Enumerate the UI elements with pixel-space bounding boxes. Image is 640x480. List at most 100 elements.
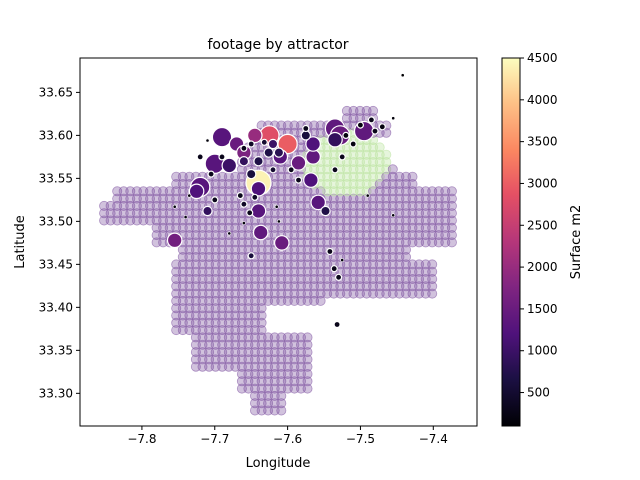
scatter-point: [273, 147, 285, 158]
background-marker: [302, 383, 313, 394]
background-marker: [446, 230, 457, 241]
scatter-point: [294, 176, 303, 184]
scatter-point: [252, 224, 269, 241]
scatter-point: [250, 180, 267, 197]
background-marker: [368, 105, 379, 116]
x-tick-label: −7.6: [273, 432, 302, 446]
background-marker: [446, 237, 457, 248]
y-axis-ticks: 33.30 33.35 33.40 33.45 33.50 33.55 33.60 33.65: [39, 85, 80, 400]
background-marker: [256, 303, 267, 314]
scatter-point: [247, 127, 263, 144]
scatter-point: [240, 200, 248, 208]
y-tick-label: 33.60: [39, 128, 73, 142]
scatter-point: [196, 153, 204, 161]
colorbar-label: Surface m2: [569, 205, 584, 280]
scatter-point: [183, 215, 188, 220]
scatter-point: [207, 170, 215, 178]
x-tick-label: −7.8: [127, 432, 156, 446]
background-marker: [381, 149, 392, 160]
scatter-point: [202, 205, 213, 217]
scatter-point: [238, 155, 250, 167]
scatter-point: [211, 196, 219, 204]
background-marker: [400, 251, 411, 262]
colorbar-tick-label: 4500: [527, 51, 558, 65]
scatter-point: [221, 157, 238, 174]
scatter-point: [245, 168, 257, 180]
plot-frame: [79, 57, 478, 427]
scatter-point: [338, 153, 346, 161]
scatter-point: [273, 235, 290, 251]
background-marker: [381, 156, 392, 167]
scatter-point: [247, 252, 255, 260]
colorbar: [501, 57, 521, 427]
scatter-point: [320, 205, 331, 217]
scatter-point: [247, 140, 255, 148]
background-marker: [400, 244, 411, 255]
plot-area: [99, 73, 457, 416]
scatter-point: [260, 138, 268, 146]
scatter-point: [302, 124, 310, 133]
scatter-point: [227, 231, 232, 236]
scatter-point: [269, 166, 277, 174]
scatter-point: [391, 213, 396, 218]
colorbar-tick-label: 2000: [527, 260, 558, 274]
background-marker: [302, 368, 313, 379]
background-marker: [302, 347, 313, 358]
colorbar-tick-label: 4000: [527, 93, 558, 107]
scatter-point: [240, 144, 248, 152]
background-marker: [427, 281, 438, 292]
x-tick-label: −7.5: [346, 432, 375, 446]
colorbar-tick-label: 3000: [527, 176, 558, 190]
scatter-point: [211, 126, 233, 148]
background-marker: [256, 310, 267, 321]
scatter-point: [333, 320, 341, 329]
scatter-point: [367, 116, 375, 124]
background-marker: [427, 266, 438, 277]
scatter-point: [327, 131, 343, 148]
scatter-point: [330, 265, 338, 273]
background-marker: [407, 171, 418, 182]
background-marker: [387, 164, 398, 175]
scatter-points: [166, 73, 405, 329]
y-tick-label: 33.50: [39, 214, 73, 228]
background-marker: [446, 186, 457, 197]
background-marker: [446, 208, 457, 219]
scatter-point: [172, 204, 177, 209]
x-axis-label: Longitude: [246, 456, 311, 471]
background-marker: [302, 376, 313, 387]
scatter-point: [274, 204, 279, 209]
scatter-point: [253, 155, 264, 167]
background-marker: [446, 193, 457, 204]
scatter-point: [188, 183, 205, 200]
colorbar-tick-label: 3500: [527, 135, 558, 149]
y-tick-label: 33.55: [39, 171, 73, 185]
x-axis-ticks: −7.8 −7.7 −7.6 −7.5 −7.4: [127, 426, 448, 446]
chart-title: footage by attractor: [207, 37, 348, 53]
scatter-point: [218, 153, 226, 161]
y-tick-label: 33.40: [39, 300, 73, 314]
scatter-point: [391, 116, 396, 121]
scatter-point: [187, 193, 192, 198]
scatter-point: [305, 149, 321, 165]
scatter-point: [378, 123, 386, 131]
background-marker: [315, 295, 326, 306]
scatter-point: [371, 127, 379, 135]
colorbar-ticks: 500 1000 1500 2000 2500 3000 3500 4000 4500: [520, 51, 558, 400]
background-marker: [302, 354, 313, 365]
background-marker: [276, 398, 287, 409]
background-marker: [446, 200, 457, 211]
colorbar-tick-label: 1500: [527, 302, 558, 316]
scatter-point: [400, 73, 405, 78]
background-marker: [446, 215, 457, 226]
scatter-point: [305, 136, 321, 152]
colorbar-tick-label: 2500: [527, 218, 558, 232]
scatter-point: [166, 232, 183, 249]
y-tick-label: 33.45: [39, 257, 73, 271]
scatter-point: [340, 258, 345, 263]
scatter-point: [205, 138, 210, 143]
colorbar-tick-label: 1000: [527, 344, 558, 358]
scatter-point: [246, 209, 254, 217]
scatter-point: [263, 147, 274, 158]
background-marker: [446, 222, 457, 233]
